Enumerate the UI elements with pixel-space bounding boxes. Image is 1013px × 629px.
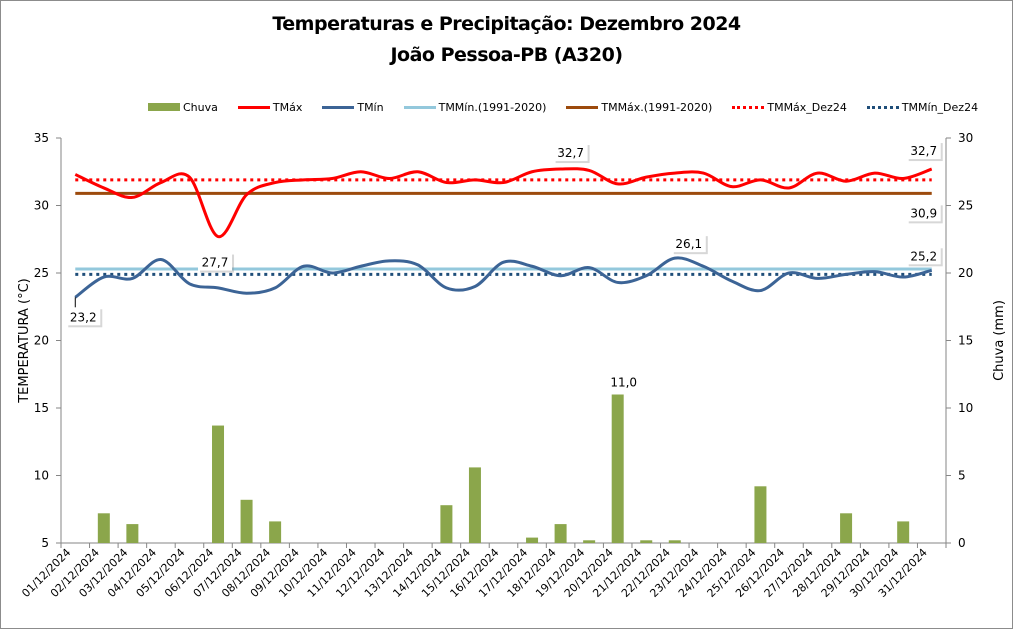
legend-swatch [322, 105, 355, 109]
bar-chuva [640, 540, 653, 543]
data-label: 11,0 [610, 376, 637, 390]
data-label: 32,7 [910, 144, 937, 158]
y-tick-label-left: 35 [34, 131, 49, 145]
bar-chuva [554, 524, 567, 543]
y-tick-label-right: 10 [958, 401, 973, 415]
data-label: 25,2 [910, 249, 937, 263]
data-label-box [906, 246, 941, 265]
bar-chuva [611, 394, 624, 543]
legend-item: Chuva [148, 101, 218, 114]
line-tm-n [74, 256, 933, 299]
y-tick-label-right: 20 [958, 266, 973, 280]
line-tm-x [74, 167, 933, 239]
data-label-box [198, 252, 233, 271]
bar-chuva [212, 425, 225, 543]
y-tick-label-right: 15 [958, 334, 973, 348]
bar-chuva [754, 486, 767, 543]
data-label: 26,1 [675, 237, 702, 251]
legend-item: TMáx [237, 100, 303, 114]
data-label-box [553, 143, 588, 162]
legend-swatch [148, 103, 180, 111]
legend-swatch [403, 105, 436, 109]
data-label: 23,2 [70, 310, 97, 324]
bar-chuva [126, 524, 139, 543]
legend-item: TMMín_Dez24 [866, 100, 979, 114]
legend-item: TMín [322, 100, 384, 114]
data-label-box [906, 141, 941, 160]
y-axis-title-right: Chuva (mm) [992, 300, 1007, 381]
legend-item: TMMáx.(1991-2020) [566, 101, 712, 114]
data-label-box [671, 234, 706, 253]
legend-label: TMMín_Dez24 [901, 100, 979, 114]
legend-item: TMMáx_Dez24 [732, 100, 847, 114]
bar-chuva [269, 521, 282, 543]
legend-label: TMáx [272, 100, 303, 114]
y-tick-label-left: 15 [34, 401, 49, 415]
legend-swatch [237, 105, 270, 109]
y-tick-label-left: 30 [34, 199, 49, 213]
bar-chuva [897, 521, 910, 543]
y-axis-title-left: TEMPERATURA (°C) [17, 278, 32, 404]
data-label-box [66, 307, 101, 326]
data-label: 32,7 [557, 146, 584, 160]
bar-chuva [97, 513, 110, 543]
data-label-box [906, 203, 941, 222]
y-tick-label-right: 0 [958, 536, 966, 550]
y-tick-label-left: 5 [41, 536, 49, 550]
legend-swatch [732, 105, 765, 109]
bar-chuva [526, 537, 539, 543]
data-label: 30,9 [910, 206, 937, 220]
legend-label: TMMáx.(1991-2020) [601, 100, 713, 114]
bar-chuva [668, 540, 681, 543]
legend-label: TMín [357, 100, 384, 114]
y-tick-label-left: 20 [34, 334, 49, 348]
bar-chuva [468, 467, 481, 543]
bar-chuva [440, 505, 453, 543]
bar-chuva [840, 513, 853, 543]
y-tick-label-right: 30 [958, 131, 973, 145]
data-label: 27,7 [202, 256, 229, 270]
legend-label: Chuva [183, 100, 218, 114]
legend: Chuva TMáx TMín TMMín.(1991-2020) TMMáx.(199… [148, 99, 998, 115]
y-tick-label-left: 25 [34, 266, 49, 280]
legend-label: TMMáx_Dez24 [767, 100, 847, 114]
legend-label: TMMín.(1991-2020) [438, 100, 547, 114]
chart-subtitle: João Pessoa-PB (A320) [390, 44, 623, 66]
bar-chuva [583, 540, 596, 543]
y-tick-label-right: 5 [958, 469, 966, 483]
y-tick-label-right: 25 [958, 199, 973, 213]
chart-title: Temperaturas e Precipitação: Dezembro 20… [272, 13, 741, 35]
legend-item: TMMín.(1991-2020) [403, 100, 547, 114]
bar-chuva [240, 499, 253, 543]
y-tick-label-left: 10 [34, 469, 49, 483]
legend-swatch [866, 105, 899, 109]
legend-swatch [566, 105, 599, 109]
